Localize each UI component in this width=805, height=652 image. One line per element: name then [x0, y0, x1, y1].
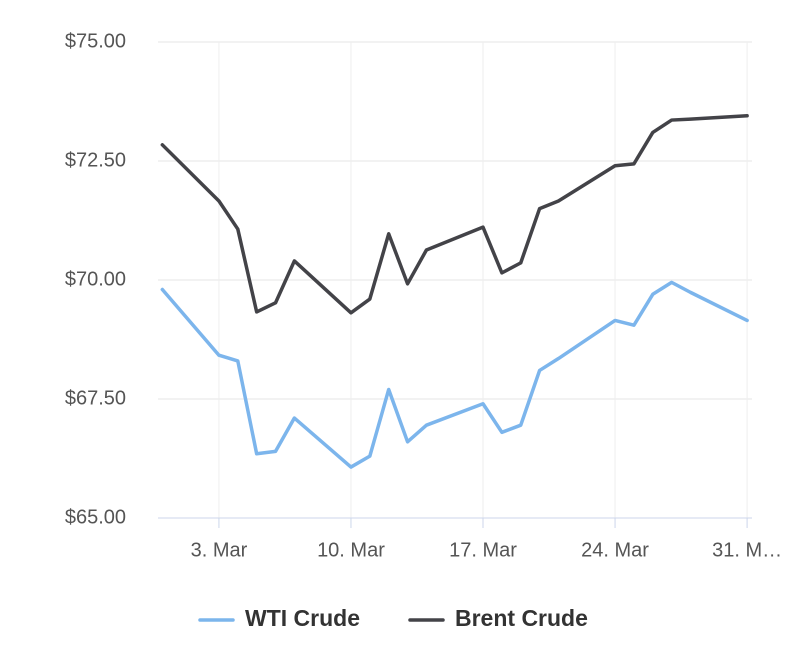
y-tick-label: $75.00 [65, 30, 126, 52]
legend: WTI Crude Brent Crude [198, 605, 588, 631]
x-tick-label: 24. Mar [581, 539, 649, 561]
x-tick-label: 3. Mar [191, 539, 248, 561]
y-tick-label: $70.00 [65, 268, 126, 290]
x-tick-label: 17. Mar [449, 539, 517, 561]
legend-label: WTI Crude [245, 605, 360, 631]
y-tick-label: $67.50 [65, 387, 126, 409]
x-tick-label: 10. Mar [317, 539, 385, 561]
legend-label: Brent Crude [455, 605, 588, 631]
series-line [160, 114, 749, 315]
x-tick-label: 31. M… [712, 539, 782, 561]
series-line [160, 280, 749, 469]
legend-item: Brent Crude [408, 605, 588, 631]
legend-item: WTI Crude [198, 605, 360, 631]
y-tick-label: $72.50 [65, 149, 126, 171]
y-tick-label: $65.00 [65, 506, 126, 528]
